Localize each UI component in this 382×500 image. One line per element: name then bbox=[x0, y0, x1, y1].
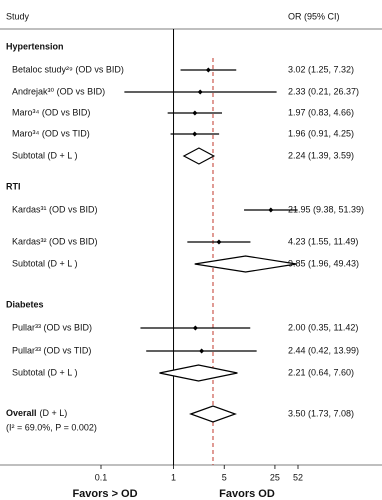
effect-header: OR (95% CI) bbox=[288, 11, 340, 21]
study-label: Kardas³¹ (OD vs BID) bbox=[12, 204, 98, 214]
x-tick-label: 5 bbox=[222, 472, 227, 482]
subtotal-label: Subtotal (D + L ) bbox=[12, 150, 77, 160]
estimate-label: 2.33 (0.21, 26.37) bbox=[288, 86, 359, 96]
estimate-label: 1.97 (0.83, 4.66) bbox=[288, 107, 354, 117]
pooled-diamond bbox=[189, 405, 237, 423]
group-name: Diabetes bbox=[6, 299, 44, 309]
overall-estimate: 3.50 (1.73, 7.08) bbox=[288, 408, 354, 418]
x-tick-label: 52 bbox=[293, 472, 303, 482]
overall-label: Overall (D + L) bbox=[6, 408, 67, 418]
point-estimate bbox=[192, 325, 198, 331]
pooled-diamond bbox=[194, 255, 297, 273]
study-label: Maro³⁴ (OD vs BID) bbox=[12, 107, 90, 117]
point-estimate bbox=[197, 89, 203, 95]
point-estimate bbox=[268, 207, 274, 213]
overall-name: Overall bbox=[6, 408, 37, 418]
study-label: Andrejak³⁰ (OD vs BID) bbox=[12, 86, 105, 96]
point-estimate bbox=[192, 110, 198, 116]
overall-stats: (I² = 69.0%, P = 0.002) bbox=[6, 422, 97, 432]
estimate-label: 1.96 (0.91, 4.25) bbox=[288, 128, 354, 138]
study-header: Study bbox=[6, 11, 30, 21]
favors-left: Favors > OD bbox=[72, 488, 137, 500]
study-label: Pullar³³ (OD vs TID) bbox=[12, 345, 91, 355]
group-name: RTI bbox=[6, 181, 21, 191]
favors-right: Favors OD bbox=[219, 488, 275, 500]
subtotal-estimate: 2.24 (1.39, 3.59) bbox=[288, 150, 354, 160]
point-estimate bbox=[205, 67, 211, 73]
subtotal-label: Subtotal (D + L ) bbox=[12, 367, 77, 377]
x-tick-label: 0.1 bbox=[95, 472, 108, 482]
study-label: Maro³⁴ (OD vs TID) bbox=[12, 128, 90, 138]
estimate-label: 4.23 (1.55, 11.49) bbox=[288, 236, 358, 246]
pooled-diamond bbox=[159, 364, 238, 382]
estimate-label: 3.02 (1.25, 7.32) bbox=[288, 64, 354, 74]
subtotal-estimate: 2.21 (0.64, 7.60) bbox=[288, 367, 354, 377]
subtotal-label: Subtotal (D + L ) bbox=[12, 258, 77, 268]
study-label: Pullar³³ (OD vs BID) bbox=[12, 322, 92, 332]
point-estimate bbox=[192, 131, 198, 137]
point-estimate bbox=[199, 348, 205, 354]
study-label: Kardas³² (OD vs BID) bbox=[12, 236, 98, 246]
overall-method: (D + L) bbox=[40, 408, 68, 418]
estimate-label: 2.00 (0.35, 11.42) bbox=[288, 322, 358, 332]
estimate-label: 2.44 (0.42, 13.99) bbox=[288, 345, 359, 355]
estimate-label: 21.95 (9.38, 51.39) bbox=[288, 204, 364, 214]
subtotal-estimate: 9.85 (1.96, 49.43) bbox=[288, 258, 359, 268]
point-estimate bbox=[216, 239, 222, 245]
group-name: Hypertension bbox=[6, 41, 64, 51]
study-label: Betaloc study²⁹ (OD vs BID) bbox=[12, 64, 124, 74]
x-tick-label: 25 bbox=[270, 472, 280, 482]
pooled-diamond bbox=[182, 147, 216, 165]
x-tick-label: 1 bbox=[171, 472, 176, 482]
